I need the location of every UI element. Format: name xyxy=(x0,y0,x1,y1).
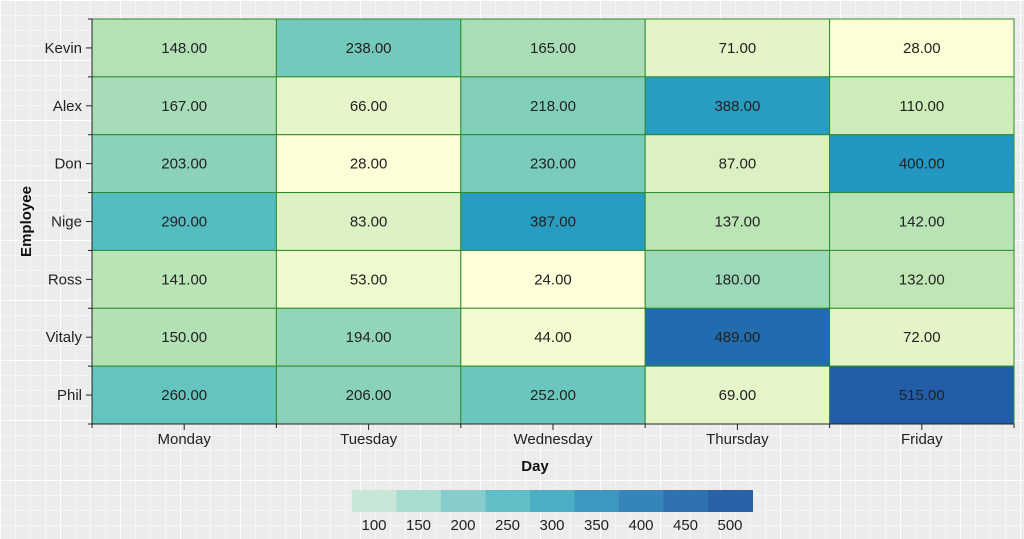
legend-tick-label: 150 xyxy=(406,517,431,534)
cell-value-label: 165.00 xyxy=(530,40,576,57)
cell-value-label: 28.00 xyxy=(903,40,941,57)
legend-tick-label: 300 xyxy=(539,517,564,534)
cell-value-label: 290.00 xyxy=(161,214,207,231)
cell-value-label: 150.00 xyxy=(161,329,207,346)
x-tick-label: Tuesday xyxy=(340,431,397,448)
cell-value-label: 194.00 xyxy=(346,329,392,346)
x-tick-label: Monday xyxy=(158,431,212,448)
legend-tick-label: 400 xyxy=(628,517,653,534)
cell-value-label: 260.00 xyxy=(161,387,207,404)
heatmap-cell xyxy=(275,134,462,194)
cell-value-label: 206.00 xyxy=(346,387,392,404)
cell-value-label: 28.00 xyxy=(350,156,388,173)
cell-value-label: 83.00 xyxy=(350,214,388,231)
heatmap-cell xyxy=(644,192,831,251)
legend-tick-label: 250 xyxy=(495,517,520,534)
y-tick-label: Alex xyxy=(53,98,83,115)
cell-value-label: 71.00 xyxy=(719,40,757,57)
cell-value-label: 44.00 xyxy=(534,329,572,346)
cell-value-label: 515.00 xyxy=(899,387,945,404)
legend-swatch xyxy=(619,490,664,512)
heatmap-cell xyxy=(275,307,462,367)
legend-swatch xyxy=(574,490,620,512)
legend-swatch xyxy=(485,490,531,512)
cell-value-label: 132.00 xyxy=(899,271,945,288)
y-tick-label: Nige xyxy=(51,214,82,231)
x-tick-label: Thursday xyxy=(706,431,769,448)
heatmap-cell xyxy=(829,249,1015,309)
cell-value-label: 203.00 xyxy=(161,156,207,173)
legend-tick-label: 200 xyxy=(450,517,475,534)
cell-value-label: 53.00 xyxy=(350,271,388,288)
cell-value-label: 141.00 xyxy=(161,271,207,288)
heatmap-cell xyxy=(829,134,1015,194)
heatmap-cell xyxy=(91,249,277,309)
cell-value-label: 218.00 xyxy=(530,98,576,115)
cell-value-label: 69.00 xyxy=(719,387,757,404)
heatmap-cell xyxy=(829,192,1015,251)
legend-tick-label: 500 xyxy=(717,517,742,534)
heatmap-cell xyxy=(91,365,277,425)
heatmap-cell xyxy=(644,134,831,194)
y-tick-label: Vitaly xyxy=(46,329,83,346)
heatmap-cell xyxy=(829,307,1015,367)
cell-value-label: 252.00 xyxy=(530,387,576,404)
cell-value-label: 387.00 xyxy=(530,214,576,231)
legend-swatch xyxy=(663,490,709,512)
x-tick-label: Wednesday xyxy=(514,431,593,448)
y-axis-title: Employee xyxy=(18,186,35,257)
cell-value-label: 400.00 xyxy=(899,156,945,173)
legend-tick-label: 450 xyxy=(673,517,698,534)
heatmap-cell xyxy=(275,249,462,309)
heatmap-cell xyxy=(460,76,646,136)
cell-value-label: 142.00 xyxy=(899,214,945,231)
heatmap-cell xyxy=(91,18,277,78)
legend-swatch xyxy=(396,490,442,512)
heatmap-cell xyxy=(460,249,646,309)
heatmap-cell xyxy=(460,307,646,367)
cell-value-label: 72.00 xyxy=(903,329,941,346)
heatmap-cell xyxy=(275,192,462,251)
x-tick-label: Friday xyxy=(901,431,943,448)
cell-value-label: 230.00 xyxy=(530,156,576,173)
cell-value-label: 110.00 xyxy=(899,98,944,115)
cell-value-label: 87.00 xyxy=(719,156,757,173)
heatmap-cell xyxy=(460,18,646,78)
cell-value-label: 66.00 xyxy=(350,98,388,115)
legend-swatch xyxy=(530,490,575,512)
legend-tick-label: 100 xyxy=(361,517,386,534)
legend-swatch xyxy=(708,490,753,512)
heatmap-cell xyxy=(275,18,462,78)
heatmap-cell xyxy=(829,365,1015,425)
heatmap-cell xyxy=(460,134,646,194)
y-tick-label: Kevin xyxy=(44,40,82,57)
y-tick-label: Ross xyxy=(48,271,82,288)
heatmap-cell xyxy=(91,76,277,136)
heatmap-cell xyxy=(644,307,831,367)
heatmap-cell xyxy=(460,192,646,251)
legend-swatch xyxy=(352,490,397,512)
cell-value-label: 238.00 xyxy=(346,40,392,57)
heatmap-cell xyxy=(644,18,831,78)
cell-value-label: 167.00 xyxy=(161,98,207,115)
y-tick-label: Don xyxy=(54,156,82,173)
heatmap-cells: 148.00 238.00 165.00 71.00 28.00 167.00 66.00 2… xyxy=(91,18,1015,425)
x-axis-title: Day xyxy=(521,458,549,475)
cell-value-label: 388.00 xyxy=(714,98,760,115)
cell-value-label: 137.00 xyxy=(714,214,760,231)
cell-value-label: 489.00 xyxy=(714,329,760,346)
cell-value-label: 24.00 xyxy=(534,271,572,288)
legend-tick-label: 350 xyxy=(584,517,609,534)
y-tick-label: Phil xyxy=(57,387,82,404)
heatmap-cell xyxy=(829,18,1015,78)
heatmap-cell xyxy=(829,76,1015,136)
cell-value-label: 180.00 xyxy=(714,271,760,288)
color-legend: 100 150 200 250 300 350 400 450 500 xyxy=(352,490,753,534)
cell-value-label: 148.00 xyxy=(161,40,207,57)
legend-swatch xyxy=(441,490,486,512)
